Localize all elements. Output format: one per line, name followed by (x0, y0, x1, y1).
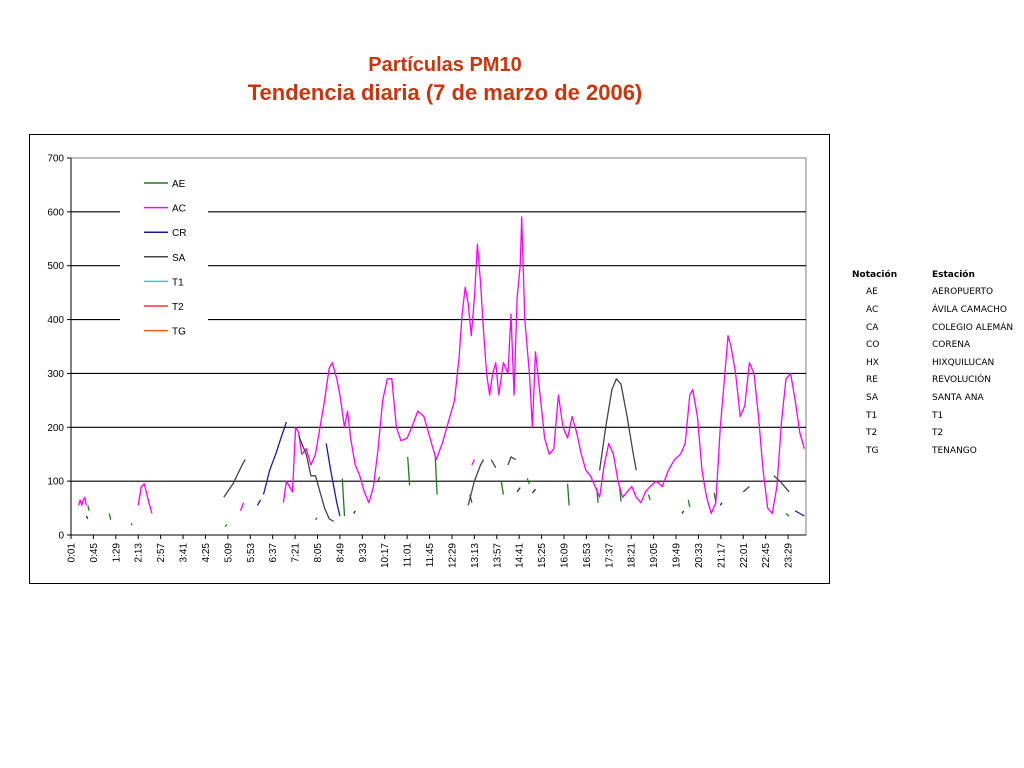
series-line-ac (77, 216, 806, 515)
y-tick-label: 400 (47, 315, 64, 326)
x-tick-label: 13:57 (492, 543, 503, 568)
x-tick-label: 17:37 (604, 543, 615, 568)
station-code: CA (866, 322, 879, 333)
series-line-ae (87, 455, 790, 528)
station-row: AC ÁVILA CAMACHO (848, 301, 1013, 319)
station-code: RE (866, 375, 878, 386)
station-name: ÁVILA CAMACHO (932, 304, 1007, 315)
station-table-header: Notación Estación (848, 266, 1013, 284)
x-tick-label: 5:09 (223, 543, 234, 563)
legend-label-sa: SA (172, 253, 186, 264)
station-row: TG TENANGO (848, 442, 1013, 460)
station-name: AEROPUERTO (932, 287, 994, 298)
station-code: TG (866, 445, 879, 456)
station-code: SA (866, 392, 879, 403)
x-tick-label: 0:45 (89, 543, 100, 563)
chart-area: 0 100 200 300 400 500 600 700 0:01 0:45 1:29 2:13 2:… (29, 134, 830, 584)
station-code: HX (866, 357, 879, 368)
y-tick-label: 0 (58, 531, 64, 542)
x-tick-label: 23:29 (784, 543, 795, 568)
x-tick-label: 9:33 (358, 543, 369, 563)
x-tick-label: 12:29 (447, 543, 458, 568)
station-name: HIXQUILUCAN (932, 357, 995, 368)
x-tick-label: 2:57 (156, 543, 167, 563)
y-tick-label: 500 (47, 261, 64, 272)
x-tick-label: 19:49 (672, 543, 683, 568)
x-tick-label: 4:25 (201, 543, 212, 563)
x-tick-label: 22:01 (739, 543, 750, 568)
x-tick-label: 14:41 (515, 543, 526, 568)
x-tick-label: 7:21 (291, 543, 302, 563)
station-row: CO CORENA (848, 336, 1013, 354)
chart-title-line1: Partículas PM10 (368, 54, 522, 76)
station-name: T1 (932, 410, 944, 421)
chart-title-line2: Tendencia diaria (7 de marzo de 2006) (247, 80, 643, 105)
y-tick-label: 200 (47, 423, 64, 434)
station-row: HX HIXQUILUCAN (848, 354, 1013, 372)
station-row: T1 T1 (848, 407, 1013, 425)
station-code: T2 (866, 428, 878, 439)
x-tick-label: 16:53 (582, 543, 593, 568)
series-line-sa (223, 378, 790, 523)
x-tick-label: 0:01 (67, 543, 78, 563)
x-tick-label: 11:01 (403, 543, 414, 568)
x-tick-label: 13:13 (470, 543, 481, 568)
x-tick-label: 8:49 (335, 543, 346, 563)
station-row: RE REVOLUCIÓN (848, 372, 1013, 390)
station-code: AE (866, 287, 878, 298)
x-tick-label: 2:13 (134, 543, 145, 563)
station-name: COLEGIO ALEMÁN (932, 322, 1014, 333)
chart-title: Partículas PM10 Tendencia diaria (7 de m… (0, 52, 890, 108)
x-tick-label: 16:09 (559, 543, 570, 568)
x-tick-label: 20:33 (694, 543, 705, 568)
x-tick-label: 18:21 (627, 543, 638, 568)
x-tick-label: 5:53 (246, 543, 257, 563)
station-table-header-name: Estación (932, 269, 975, 280)
x-tick-label: 22:45 (761, 543, 772, 568)
station-code: T1 (866, 410, 878, 421)
x-tick-label: 10:17 (380, 543, 391, 568)
legend-label-ae: AE (172, 179, 186, 190)
station-code: AC (866, 304, 879, 315)
station-table: Notación Estación AE AEROPUERTO AC ÁVILA CA… (848, 266, 1013, 460)
legend-label-cr: CR (172, 228, 186, 239)
station-row: CA COLEGIO ALEMÁN (848, 319, 1013, 337)
x-tick-label: 1:29 (111, 543, 122, 563)
legend-label-tg: TG (172, 327, 186, 338)
x-tick-label: 3:41 (179, 543, 190, 563)
station-name: T2 (932, 428, 944, 439)
legend-box (120, 173, 208, 335)
series-line-cr (85, 421, 805, 520)
x-tick-label: 15:25 (537, 543, 548, 568)
station-row: SA SANTA ANA (848, 389, 1013, 407)
x-tick-label: 19:05 (649, 543, 660, 568)
y-tick-label: 100 (47, 477, 64, 488)
x-tick-label: 6:37 (268, 543, 279, 563)
station-name: SANTA ANA (932, 392, 984, 403)
station-table-header-code: Notación (852, 269, 898, 280)
x-tick-label: 21:17 (716, 543, 727, 568)
station-name: CORENA (932, 340, 971, 351)
legend-label-ac: AC (172, 204, 186, 215)
y-tick-label: 300 (47, 369, 64, 380)
x-tick-label: 11:45 (425, 543, 436, 568)
legend-label-t2: T2 (172, 302, 184, 313)
station-name: TENANGO (932, 445, 977, 456)
y-tick-label: 700 (47, 154, 64, 165)
pm10-line-chart: 0 100 200 300 400 500 600 700 0:01 0:45 1:29 2:13 2:… (47, 154, 807, 568)
x-tick-label: 8:05 (313, 543, 324, 563)
station-row: T2 T2 (848, 424, 1013, 442)
station-row: AE AEROPUERTO (848, 284, 1013, 302)
y-tick-label: 600 (47, 207, 64, 218)
legend-label-t1: T1 (172, 277, 184, 288)
station-name: REVOLUCIÓN (932, 375, 991, 386)
station-code: CO (866, 340, 880, 351)
